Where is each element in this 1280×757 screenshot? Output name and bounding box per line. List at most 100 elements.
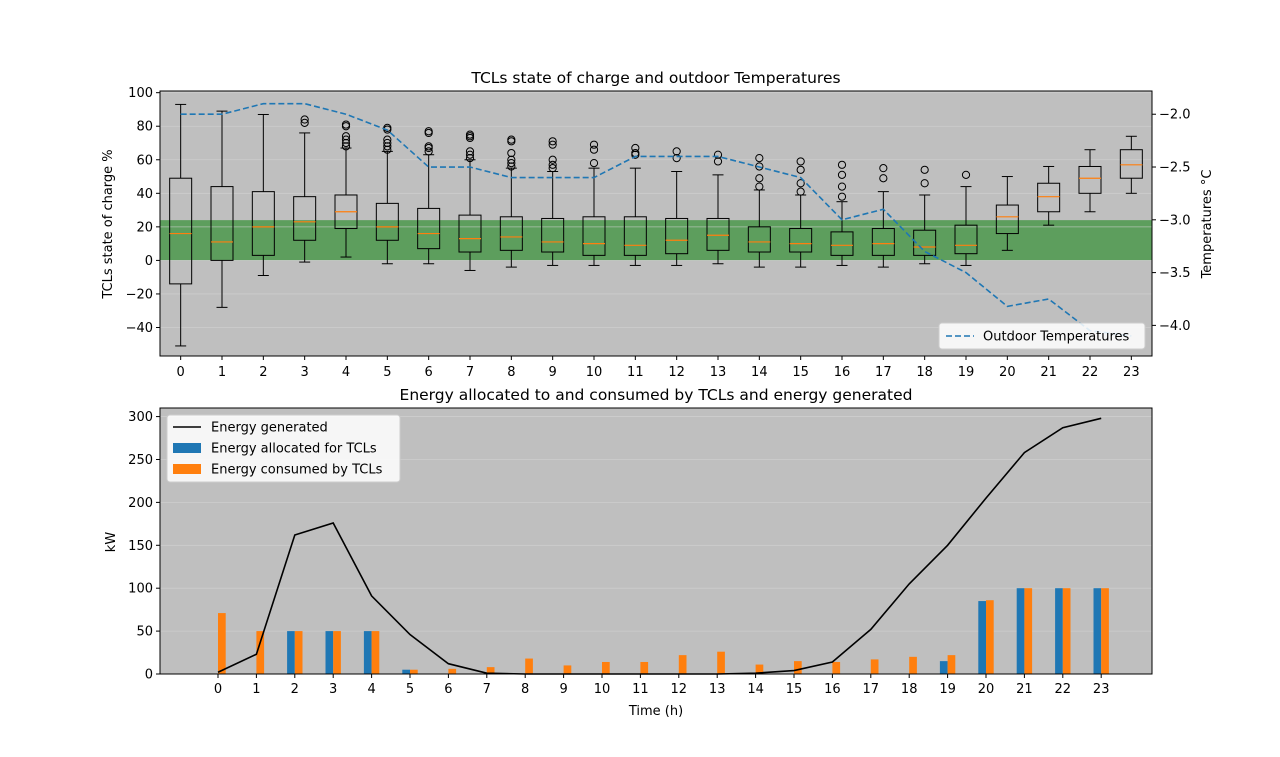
bar-allocated [1016, 588, 1025, 674]
outlier-point [879, 164, 888, 173]
box-body [293, 196, 317, 241]
x-tick-label: 10 [594, 682, 611, 697]
box-body [582, 216, 606, 256]
outlier-point [755, 182, 764, 191]
y-tick-label-right: −4.0 [1159, 319, 1191, 334]
outlier-point [383, 138, 392, 148]
outlier-point [424, 142, 433, 151]
box-8 [499, 135, 523, 268]
x-tick-label: 13 [710, 365, 727, 380]
legend: Outdoor Temperatures [938, 322, 1146, 350]
outlier-point [755, 162, 764, 171]
outlier-point [507, 159, 516, 168]
x-tick-label: 10 [586, 365, 603, 380]
y-tick-label: 100 [128, 86, 153, 101]
bar-consumed [371, 631, 380, 674]
outlier-point [341, 135, 351, 144]
outlier-point [672, 147, 681, 156]
y-tick-label: 20 [136, 220, 153, 235]
outlier-point [920, 165, 929, 174]
outlier-point [837, 192, 847, 201]
x-tick-label: 9 [559, 682, 567, 697]
box-body [1119, 149, 1143, 179]
x-tick-label: 22 [1055, 682, 1072, 697]
box-19 [954, 170, 978, 266]
box-1 [210, 110, 234, 308]
legend: Energy generated Energy allocated for TCL… [166, 414, 401, 483]
bar-consumed [1062, 588, 1071, 674]
x-tick-label: 0 [214, 682, 222, 697]
bar-consumed [256, 631, 265, 674]
y-tick-label: 200 [128, 496, 153, 511]
box-0 [169, 103, 193, 347]
bar-consumed [947, 655, 956, 674]
box-16 [830, 160, 854, 266]
box-18 [913, 165, 937, 265]
outlier-point [507, 148, 516, 158]
temperature-line [180, 102, 1132, 337]
x-tick-label: 11 [627, 365, 644, 380]
x-tick-label: 13 [709, 682, 726, 697]
x-tick-label: 1 [218, 365, 226, 380]
box-body [706, 217, 730, 251]
x-tick-label: 20 [978, 682, 995, 697]
x-tick-label: 18 [916, 365, 933, 380]
outlier-point [300, 118, 309, 127]
bar-consumed [486, 667, 495, 674]
plot-frame [159, 90, 1153, 357]
x-tick-label: 15 [786, 682, 803, 697]
outlier-point [341, 132, 351, 141]
y-tick-label: 40 [136, 187, 153, 202]
x-tick-label: 19 [958, 365, 975, 380]
box-21 [1037, 165, 1061, 226]
x-tick-label: 16 [824, 682, 841, 697]
plot-frame [159, 407, 1153, 675]
outlier-point [961, 170, 971, 179]
x-tick-label: 12 [671, 682, 688, 697]
legend-label: Energy allocated for TCLs [211, 442, 377, 457]
bar-consumed [832, 661, 841, 674]
x-tick-label: 2 [291, 682, 299, 697]
x-tick-label: 6 [425, 365, 433, 380]
outlier-point [713, 150, 723, 159]
box-body [665, 217, 689, 255]
outlier-point [837, 170, 847, 179]
x-tick-label: 23 [1123, 365, 1140, 380]
outlier-point [796, 179, 805, 188]
outlier-point [548, 155, 557, 164]
x-tick-label: 1 [252, 682, 260, 697]
x-tick-label: 20 [999, 365, 1016, 380]
outlier-point [796, 187, 805, 196]
outlier-point [589, 145, 599, 154]
outlier-point [424, 127, 433, 136]
outlier-point [837, 160, 847, 169]
y-axis-label: TCLs state of charge % [101, 149, 116, 299]
y-tick-label: −20 [126, 287, 153, 302]
box-3 [293, 115, 317, 263]
bar-consumed [333, 631, 341, 674]
x-tick-label: 4 [367, 682, 375, 697]
x-tick-label: 2 [259, 365, 267, 380]
outlier-point [879, 174, 888, 183]
x-tick-label: 12 [668, 365, 685, 380]
box-body [789, 228, 813, 253]
box-17 [871, 164, 895, 268]
outlier-point [796, 157, 805, 166]
x-tick-label: 11 [632, 682, 649, 697]
outlier-point [465, 130, 475, 139]
box-5 [375, 123, 399, 265]
bar-consumed [794, 661, 802, 674]
legend-box [166, 414, 401, 483]
bar-consumed [563, 665, 572, 674]
bar-consumed [1024, 588, 1033, 674]
x-tick-label: 9 [549, 365, 557, 380]
y-tick-label-right: −3.5 [1159, 266, 1191, 281]
bar-consumed [1101, 588, 1109, 674]
box-body [995, 204, 1019, 235]
legend-swatch [173, 443, 201, 453]
box-body [871, 228, 895, 256]
outlier-point [589, 140, 599, 149]
box-20 [995, 176, 1019, 251]
x-tick-label: 19 [939, 682, 956, 697]
